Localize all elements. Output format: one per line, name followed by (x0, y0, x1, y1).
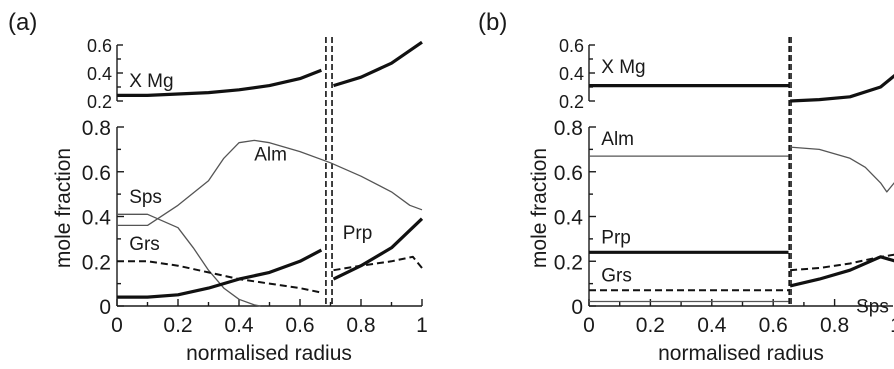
top-y-tick-label: 0.2 (87, 92, 112, 112)
x-tick-label: 0 (111, 314, 123, 337)
series-line-x-mg (790, 73, 894, 103)
main-y-tick-label: 0.4 (82, 207, 112, 230)
x-axis-title: normalised radius (186, 342, 352, 365)
panel-label: (a) (8, 9, 37, 36)
series-line-alm (117, 139, 423, 227)
x-tick-label: 0 (583, 314, 595, 337)
main-y-tick-label: 0.8 (554, 117, 583, 140)
curve-label-x-mg: X Mg (601, 57, 645, 78)
y-axis-title: mole fraction (528, 148, 551, 268)
curve-label-grs: Grs (129, 234, 160, 255)
x-tick-label: 0.4 (224, 314, 254, 337)
main-y-tick-label: 0.8 (82, 117, 111, 140)
top-y-tick-label: 0.4 (559, 64, 584, 84)
curve-label-grs: Grs (601, 265, 632, 286)
main-y-tick-label: 0 (571, 296, 583, 319)
x-tick-label: 0.4 (697, 314, 727, 337)
series-line-grs (790, 253, 894, 272)
main-y-tick-label: 0.6 (554, 162, 583, 185)
curve-label-sps: Sps (856, 297, 889, 318)
series-line-alm (790, 146, 894, 193)
top-y-tick-label: 0.6 (87, 36, 112, 56)
x-tick-label: 1 (416, 314, 428, 337)
series-line-x-mg (333, 40, 423, 88)
main-y-tick-label: 0.2 (82, 251, 111, 274)
series-line-grs (117, 260, 322, 294)
top-y-tick-label: 0.4 (87, 64, 112, 84)
panel-label: (b) (478, 9, 507, 36)
main-y-tick-label: 0.2 (554, 251, 583, 274)
x-tick-label: 0.2 (636, 314, 665, 337)
series-line-prp (789, 255, 894, 288)
x-tick-label: 0.8 (820, 314, 849, 337)
x-tick-label: 0.2 (163, 314, 192, 337)
curve-label-prp: Prp (343, 223, 373, 244)
curve-label-prp: Prp (601, 227, 631, 248)
x-tick-label: 0.6 (285, 314, 314, 337)
top-y-tick-label: 0.2 (559, 92, 584, 112)
series-line-x-mg (117, 68, 322, 97)
curve-label-alm: Alm (601, 129, 634, 150)
series-line-sps (117, 213, 261, 307)
curve-label-sps: Sps (129, 187, 162, 208)
curve-label-x-mg: X Mg (129, 71, 173, 92)
main-y-tick-label: 0 (99, 296, 111, 319)
x-tick-label: 0.8 (346, 314, 375, 337)
main-y-tick-label: 0.4 (554, 207, 584, 230)
curve-label-alm: Alm (254, 145, 287, 166)
main-y-tick-label: 0.6 (82, 162, 111, 185)
x-tick-label: 1 (890, 314, 894, 337)
x-tick-label: 0.6 (759, 314, 788, 337)
panel-b: (b) mole fraction normalised radius 0.2 0.4 0… (478, 9, 894, 365)
series-line-prp (332, 217, 424, 281)
series-line-grs (333, 255, 423, 272)
chart-panels: (a) mole fraction normalised radius 0.2 0.4 0… (8, 9, 894, 365)
x-axis-title: normalised radius (658, 342, 824, 365)
y-axis-title: mole fraction (52, 148, 75, 268)
panel-a: (a) mole fraction normalised radius 0.2 0.4 0… (8, 9, 428, 365)
series-line-prp (117, 248, 323, 299)
top-y-tick-label: 0.6 (559, 36, 584, 56)
